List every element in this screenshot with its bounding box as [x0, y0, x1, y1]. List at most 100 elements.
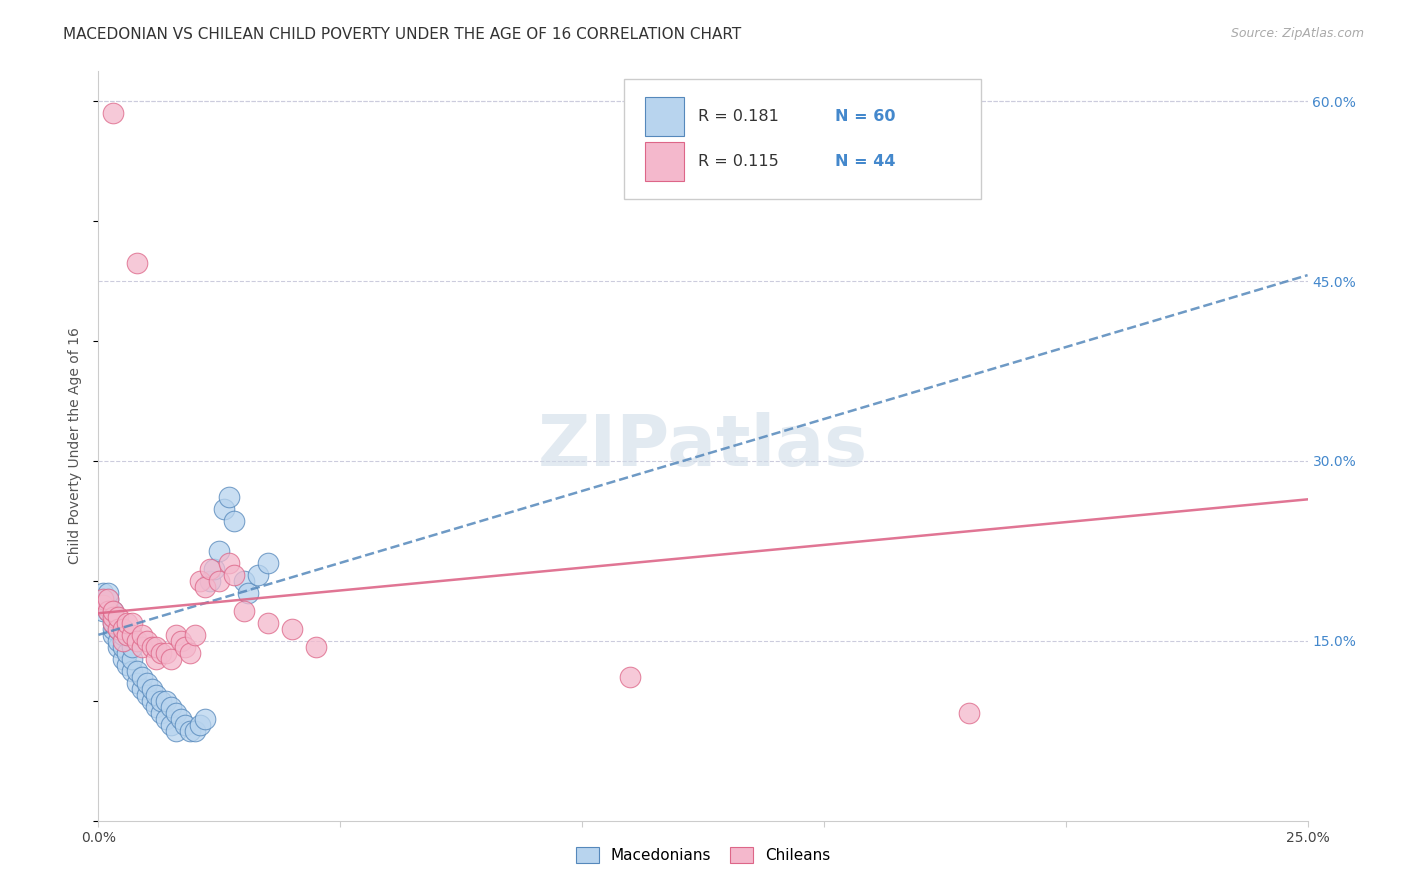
Point: [117, 628, 139, 642]
Point: [107, 610, 129, 624]
Point: [222, 567, 245, 582]
Point: [184, 723, 207, 738]
Point: [101, 604, 124, 618]
Point: [97, 591, 120, 606]
Point: [91, 586, 114, 600]
Point: [150, 706, 173, 720]
FancyBboxPatch shape: [645, 97, 683, 136]
Point: [169, 712, 191, 726]
Point: [127, 633, 149, 648]
Point: [218, 490, 240, 504]
Point: [238, 586, 260, 600]
Point: [121, 615, 143, 630]
Point: [131, 670, 153, 684]
Point: [131, 640, 153, 654]
Point: [101, 615, 124, 630]
Point: [117, 628, 139, 642]
Point: [91, 591, 114, 606]
Point: [127, 256, 149, 270]
Point: [145, 640, 167, 654]
Point: [232, 604, 254, 618]
Point: [247, 567, 270, 582]
Point: [97, 586, 120, 600]
Legend: Macedonians, Chileans: Macedonians, Chileans: [569, 841, 837, 869]
Point: [101, 610, 124, 624]
Point: [218, 556, 240, 570]
Point: [111, 633, 134, 648]
Point: [97, 598, 120, 612]
Point: [256, 615, 278, 630]
Point: [150, 646, 173, 660]
Point: [619, 670, 641, 684]
Point: [198, 574, 221, 588]
Point: [101, 604, 124, 618]
Point: [127, 664, 149, 678]
FancyBboxPatch shape: [624, 78, 981, 199]
Point: [101, 615, 124, 630]
FancyBboxPatch shape: [645, 142, 683, 181]
Point: [281, 622, 304, 636]
Point: [121, 664, 143, 678]
Point: [957, 706, 980, 720]
Point: [160, 699, 183, 714]
Point: [91, 591, 114, 606]
Point: [145, 652, 167, 666]
Point: [174, 717, 197, 731]
Point: [256, 556, 278, 570]
Point: [127, 675, 149, 690]
Point: [107, 633, 129, 648]
Point: [188, 717, 211, 731]
Text: R = 0.181: R = 0.181: [699, 109, 779, 124]
Point: [150, 694, 173, 708]
Point: [194, 580, 217, 594]
Point: [198, 562, 221, 576]
Point: [107, 622, 129, 636]
Point: [208, 574, 231, 588]
Point: [184, 628, 207, 642]
Point: [121, 640, 143, 654]
Point: [141, 694, 163, 708]
Point: [131, 628, 153, 642]
Point: [204, 562, 226, 576]
Point: [155, 712, 177, 726]
Point: [165, 628, 187, 642]
Point: [121, 652, 143, 666]
Point: [169, 633, 191, 648]
Point: [160, 652, 183, 666]
Point: [232, 574, 254, 588]
Point: [194, 712, 217, 726]
Point: [155, 694, 177, 708]
Y-axis label: Child Poverty Under the Age of 16: Child Poverty Under the Age of 16: [69, 327, 83, 565]
Point: [141, 681, 163, 696]
Text: N = 60: N = 60: [835, 109, 896, 124]
Point: [101, 628, 124, 642]
Point: [121, 628, 143, 642]
Point: [117, 657, 139, 672]
Point: [131, 681, 153, 696]
Text: R = 0.115: R = 0.115: [699, 153, 779, 169]
Point: [111, 622, 134, 636]
Text: MACEDONIAN VS CHILEAN CHILD POVERTY UNDER THE AGE OF 16 CORRELATION CHART: MACEDONIAN VS CHILEAN CHILD POVERTY UNDE…: [63, 27, 741, 42]
Text: ZIPatlas: ZIPatlas: [538, 411, 868, 481]
Point: [179, 646, 201, 660]
Point: [101, 106, 124, 120]
Point: [135, 633, 157, 648]
Point: [111, 640, 134, 654]
Point: [165, 723, 187, 738]
Point: [107, 615, 129, 630]
Point: [97, 604, 120, 618]
Point: [111, 652, 134, 666]
Point: [212, 502, 235, 516]
Point: [117, 646, 139, 660]
Point: [141, 640, 163, 654]
Point: [145, 688, 167, 702]
Point: [222, 514, 245, 528]
Point: [101, 622, 124, 636]
Text: N = 44: N = 44: [835, 153, 896, 169]
Point: [97, 591, 120, 606]
Point: [145, 699, 167, 714]
Point: [107, 640, 129, 654]
Point: [155, 646, 177, 660]
Point: [135, 688, 157, 702]
Point: [135, 675, 157, 690]
